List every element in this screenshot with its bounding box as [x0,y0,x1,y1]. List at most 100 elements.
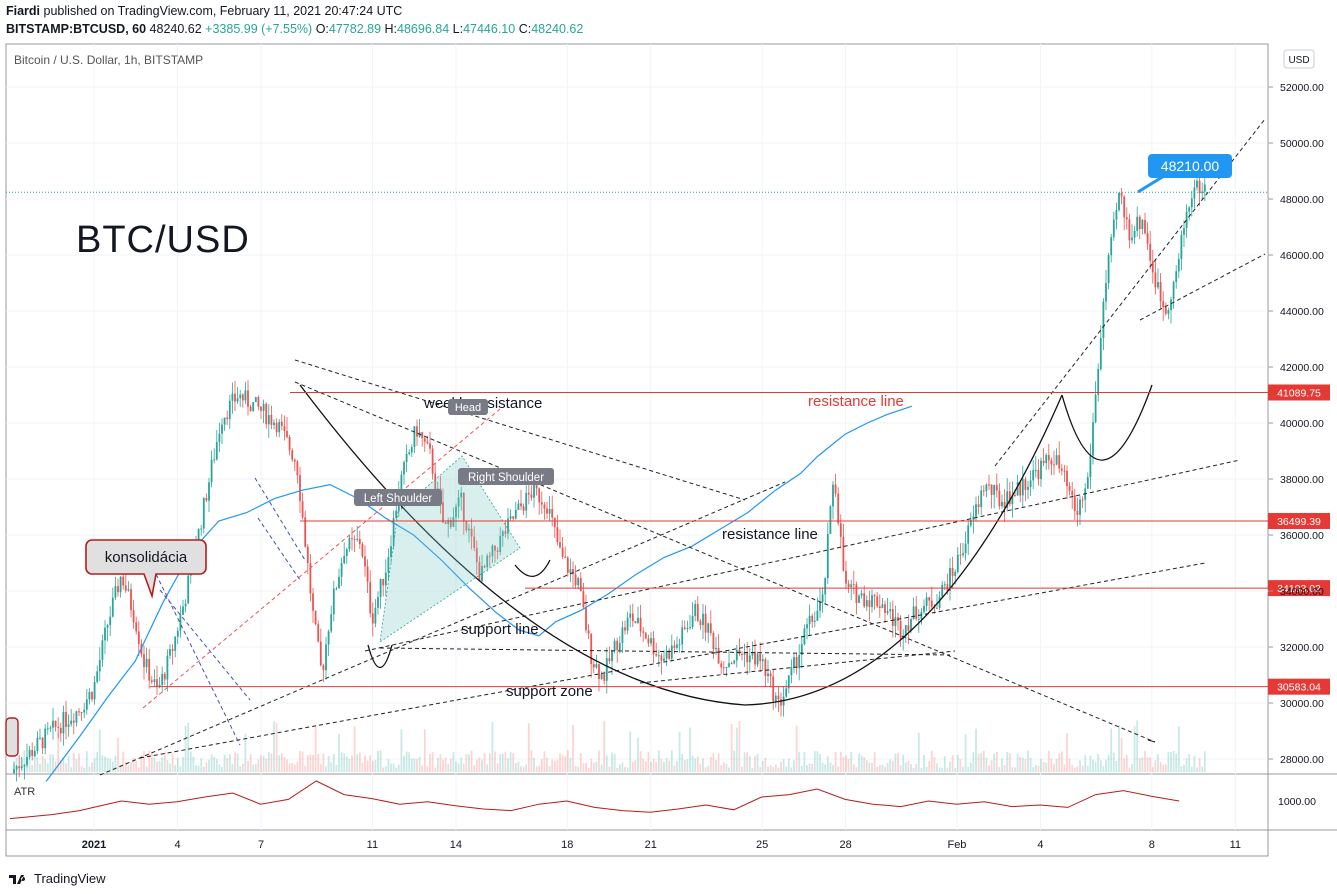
volume-bar [936,763,938,772]
candle-body [982,490,985,492]
candle-body [582,591,585,608]
volume-bar [75,759,78,772]
volume-bar [330,762,333,772]
volume-bar [1029,757,1032,772]
candle-body [270,415,273,425]
volume-bar [1198,758,1201,772]
volume-bar [527,723,530,772]
volume-bar [855,767,858,772]
volume-bar [816,751,819,772]
candle-body [145,658,148,668]
volume-bar [946,767,949,772]
candle-body [522,506,525,511]
volume-bar [707,765,710,772]
candle-body [434,473,437,490]
candle-body [1133,230,1136,238]
candle-body [343,555,346,564]
volume-bar [660,759,663,772]
volume-bar [1188,754,1191,772]
candle-body [878,606,881,608]
volume-bar [611,752,613,772]
volume-bar [696,756,699,772]
volume-bar [343,753,346,772]
candle-body [569,569,572,573]
volume-bar [345,756,348,772]
candle-body [75,711,78,723]
candle-body [462,492,465,522]
volume-bar [655,761,658,772]
candle-body [1167,310,1170,314]
candle-body [725,666,728,668]
tradingview-logo[interactable]: TradingView [8,871,106,886]
candle-body [338,576,340,589]
volume-bar [639,751,642,772]
candle-body [696,603,699,621]
partial-callout[interactable] [5,717,19,757]
candle-body [637,617,639,623]
volume-bar [486,764,489,772]
volume-bar [975,728,977,772]
volume-bar [915,763,918,772]
candle-body [598,664,600,680]
volume-bar [1162,764,1165,772]
volume-bar [569,757,572,772]
price-target-tag[interactable]: 48210.00 [1137,154,1232,194]
candle-body [624,627,626,631]
candle-body [239,394,242,399]
volume-bar [241,763,244,772]
candle-body [1198,180,1201,194]
konsolidacia-callout[interactable]: konsolidácia [85,539,207,600]
volume-bar [865,760,868,772]
candle-body [18,766,21,768]
volume-bar [306,755,309,772]
volume-bar [166,760,169,772]
volume-bar [1006,752,1009,772]
candle-body [319,641,322,666]
volume-bar [881,764,884,772]
candle-body [332,588,335,615]
volume-bar [712,752,715,772]
volume-bar [91,762,93,772]
candle-body [1034,469,1037,471]
candle-body [254,397,257,402]
candle-body [1081,499,1084,501]
candle-body [473,536,476,549]
trend-line [364,459,1241,652]
volume-bar [668,760,671,772]
candle-body [553,517,556,528]
volume-bar [236,753,239,772]
time-axis[interactable]: 2021 4 7 11 14 18 21 25 28 Feb 4 8 11 [82,839,1241,851]
volume-bar [743,752,746,772]
price-axis[interactable]: 52000.00 50000.00 48000.00 46000.00 44000.00… [1268,82,1324,766]
support-zone-label: support zone [506,683,593,700]
volume-bar [1159,761,1162,772]
currency-button[interactable] [1283,49,1315,69]
volume-bar [616,767,619,772]
close-label: C: [518,22,532,36]
price-tick-label: 40000.00 [1280,418,1324,430]
candle-body [1110,237,1113,256]
candle-body [1170,299,1172,311]
time-tick-label: Feb [947,839,966,851]
candle-body [605,658,608,681]
volume-bar [559,753,561,772]
time-tick-label: 21 [645,839,657,851]
volume-bar [626,767,629,772]
candle-body [743,652,746,655]
volume-bar [902,754,905,772]
volume-bar [1008,753,1011,772]
volume-bar [231,763,234,772]
candle-body [629,613,632,618]
candle-body [1050,460,1053,465]
volume-bar [83,767,86,772]
candle-body [1115,210,1118,220]
candle-body [826,534,829,579]
volume-bar [403,755,405,772]
volume-bar [1099,760,1102,772]
volume-bar [179,766,182,772]
candle-body [585,607,587,631]
volume-bar [135,760,138,772]
volume-bar [488,753,491,772]
candle-body [829,506,832,535]
